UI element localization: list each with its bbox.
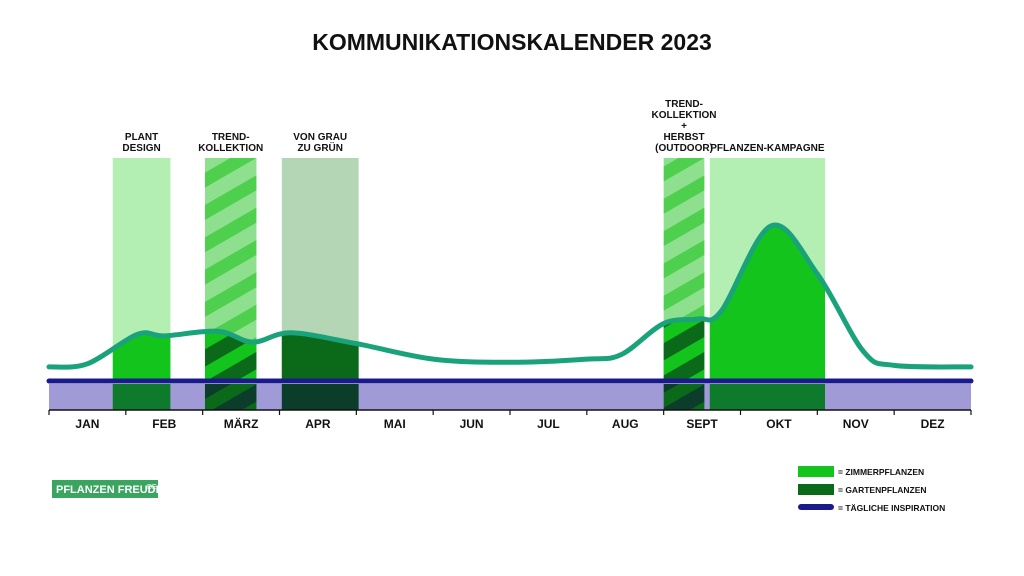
campaign-label-1-line-1: KOLLEKTION <box>198 143 263 154</box>
legend-label-inspiration: = TÄGLICHE INSPIRATION <box>838 503 945 513</box>
logo: PFLANZEN FREUDE .DE <box>52 480 163 498</box>
legend-swatch-inspiration <box>798 504 834 510</box>
campaign-band-base-0 <box>112 384 171 410</box>
legend-label-garten: = GARTENPFLANZEN <box>838 485 927 495</box>
legend: = ZIMMERPFLANZEN = GARTENPFLANZEN = TÄGLIC… <box>798 466 945 513</box>
x-tick-label-10: NOV <box>843 417 869 431</box>
campaign-band-base-3 <box>663 384 705 410</box>
campaign-band-base-4 <box>709 384 826 410</box>
x-tick-label-9: OKT <box>766 417 792 431</box>
logo-suffix: .DE <box>145 484 157 491</box>
x-axis: JAN FEB MÄRZ APR MAI JUN JUL AUG SEPT OKT NOV DEZ <box>48 409 972 431</box>
x-tick-label-4: MAI <box>384 417 406 431</box>
legend-label-zimmer: = ZIMMERPFLANZEN <box>838 467 924 477</box>
baseline-band <box>49 384 971 410</box>
activity-curve <box>46 222 974 370</box>
x-tick-label-11: DEZ <box>921 417 945 431</box>
campaign-label-3-line-1: KOLLEKTION <box>652 110 717 121</box>
campaign-label-1-line-0: TREND- <box>212 132 250 143</box>
baseline-band-fill <box>49 384 971 410</box>
campaign-band-base-1 <box>204 384 257 410</box>
x-tick-label-7: AUG <box>612 417 639 431</box>
campaign-label-4-line-0: PFLANZEN-KAMPAGNE <box>710 143 825 154</box>
campaign-label-0-line-0: PLANT <box>125 132 158 143</box>
campaign-label-3-line-3: HERBST <box>663 132 704 143</box>
x-tick-label-6: JUL <box>537 417 560 431</box>
campaign-bands-baseline <box>112 384 826 410</box>
logo-badge <box>52 480 158 498</box>
x-tick-label-8: SEPT <box>686 417 718 431</box>
campaign-label-2-line-1: ZU GRÜN <box>297 141 343 154</box>
x-tick-label-1: FEB <box>152 417 176 431</box>
x-tick-label-2: MÄRZ <box>224 416 259 431</box>
campaign-label-0-line-1: DESIGN <box>122 143 160 154</box>
legend-swatch-garten <box>798 484 834 495</box>
x-tick-label-3: APR <box>305 417 331 431</box>
legend-swatch-zimmer <box>798 466 834 477</box>
logo-text: PFLANZEN FREUDE <box>56 484 163 496</box>
chart-title: KOMMUNIKATIONSKALENDER 2023 <box>312 29 712 55</box>
x-tick-label-0: JAN <box>75 417 99 431</box>
campaign-label-2-line-0: VON GRAU <box>293 132 347 143</box>
curve-layer <box>46 222 974 370</box>
campaign-label-3-line-0: TREND- <box>665 99 703 110</box>
campaign-label-3-line-2: + <box>681 121 687 132</box>
campaign-label-3-line-4: (OUTDOOR) <box>655 143 713 154</box>
campaign-band-base-2 <box>281 384 359 410</box>
x-tick-label-5: JUN <box>460 417 484 431</box>
